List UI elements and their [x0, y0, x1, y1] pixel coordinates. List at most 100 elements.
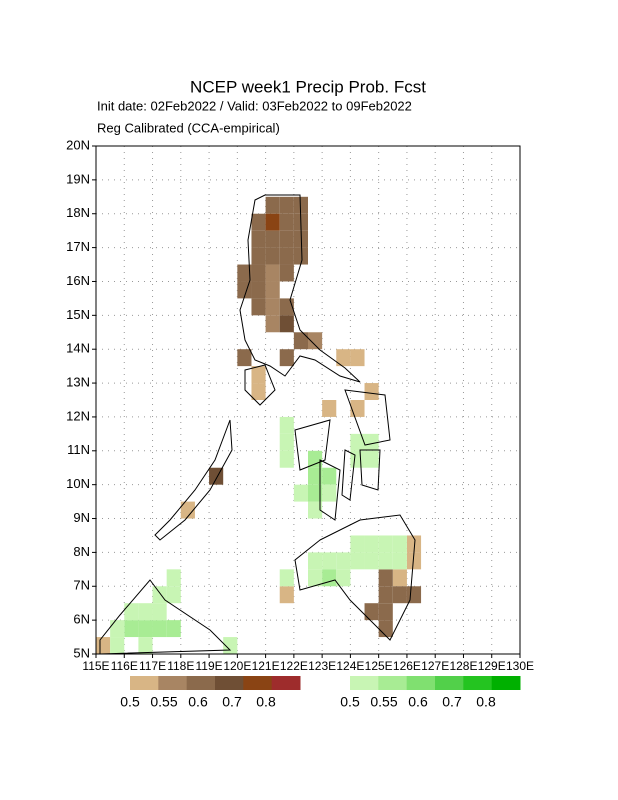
prob-cell [110, 637, 125, 654]
colorbar-swatch [215, 676, 244, 690]
prob-cell [322, 569, 337, 587]
prob-cell [279, 433, 294, 451]
prob-cell [124, 620, 139, 638]
prob-cell [308, 569, 323, 587]
prob-cell [392, 552, 407, 570]
prob-cell [378, 552, 393, 570]
x-tick-label: 121E [252, 659, 280, 673]
colorbar-label: 0.55 [150, 694, 177, 710]
prob-cell [237, 264, 252, 282]
prob-cell [336, 552, 351, 570]
prob-cell [308, 552, 323, 570]
y-tick-label: 9N [73, 510, 90, 525]
x-tick-label: 128E [449, 659, 477, 673]
prob-cell [364, 603, 379, 621]
prob-cell [350, 349, 365, 367]
prob-cell [265, 298, 280, 316]
prob-cell [322, 400, 337, 417]
y-tick-label: 12N [66, 408, 90, 423]
y-tick-label: 16N [66, 273, 90, 288]
coastline [99, 194, 416, 655]
plot-frame [95, 145, 521, 655]
prob-cell [152, 603, 167, 621]
x-tick-label: 120E [223, 659, 251, 673]
chart-title: NCEP week1 Precip Prob. Fcst [190, 77, 426, 96]
prob-cell [265, 281, 280, 299]
prob-cell [308, 484, 323, 502]
prob-cell [308, 450, 323, 468]
prob-cell [166, 620, 181, 638]
x-tick-label: 125E [365, 659, 393, 673]
y-tick-label: 19N [66, 171, 90, 186]
prob-cell [152, 586, 167, 604]
prob-cell [293, 332, 308, 350]
y-tick-label: 13N [66, 375, 90, 390]
prob-cell [110, 620, 125, 638]
y-tick-label: 15N [66, 307, 90, 322]
prob-cell [251, 298, 266, 316]
prob-cell [350, 400, 365, 417]
prob-cell [96, 637, 111, 654]
prob-cell [138, 603, 153, 621]
prob-cell [392, 586, 407, 604]
prob-cell [350, 535, 365, 553]
colorbar-swatch [350, 676, 379, 690]
x-tick-label: 129E [478, 659, 506, 673]
prob-cell [378, 620, 393, 638]
prob-cell [392, 535, 407, 553]
prob-cell [279, 586, 294, 604]
x-tick-label: 117E [139, 659, 166, 673]
prob-cell [378, 569, 393, 587]
prob-cell [279, 264, 294, 282]
prob-cell [138, 620, 153, 638]
prob-cell [265, 264, 280, 282]
colorbar-swatch [406, 676, 436, 690]
y-tick-label: 11N [67, 442, 90, 457]
subtitle: Init date: 02Feb2022 / Valid: 03Feb2022 … [97, 98, 412, 113]
prob-cell [364, 383, 379, 400]
colorbar-label: 0.8 [476, 694, 496, 710]
prob-cell [279, 298, 294, 316]
x-tick-label: 119E [195, 659, 222, 673]
y-tick-label: 8N [73, 544, 90, 559]
prob-cell [152, 620, 167, 638]
x-tick-label: 126E [393, 659, 421, 673]
colorbar-label: 0.5 [120, 694, 140, 710]
prob-cell [378, 535, 393, 553]
y-tick-label: 6N [73, 612, 90, 627]
subtitle: Reg Calibrated (CCA-empirical) [97, 120, 280, 135]
colorbar-swatch [491, 676, 521, 690]
prob-cell [336, 349, 351, 367]
colorbar-label: 0.55 [370, 694, 397, 710]
colorbar-label: 0.6 [408, 694, 428, 710]
prob-cell [322, 484, 337, 502]
x-tick-label: 127E [421, 659, 449, 673]
y-tick-label: 7N [73, 578, 90, 593]
prob-cell [166, 586, 181, 604]
y-tick-label: 20N [66, 137, 90, 152]
prob-cell [364, 535, 379, 553]
colorbar-swatch [378, 676, 408, 690]
prob-cell [378, 586, 393, 604]
prob-cell [293, 484, 308, 502]
prob-cell [378, 603, 393, 621]
prob-cell [279, 315, 294, 333]
prob-cell [293, 196, 308, 214]
prob-cell [279, 450, 294, 468]
prob-cell [308, 501, 323, 519]
prob-cell [166, 569, 181, 587]
prob-cell [279, 416, 294, 434]
colorbar-swatch [243, 676, 273, 690]
prob-cell [251, 247, 266, 265]
y-tick-label: 18N [66, 205, 90, 220]
prob-cell [279, 569, 294, 587]
x-tick-label: 118E [167, 659, 194, 673]
prob-cell [265, 315, 280, 333]
x-tick-label: 115E [82, 659, 109, 673]
colorbar-swatch [130, 676, 159, 690]
y-tick-label: 14N [66, 341, 90, 356]
prob-cell [279, 196, 294, 214]
prob-cell [406, 552, 422, 570]
prob-cell [251, 230, 266, 248]
prob-cell [350, 433, 365, 451]
